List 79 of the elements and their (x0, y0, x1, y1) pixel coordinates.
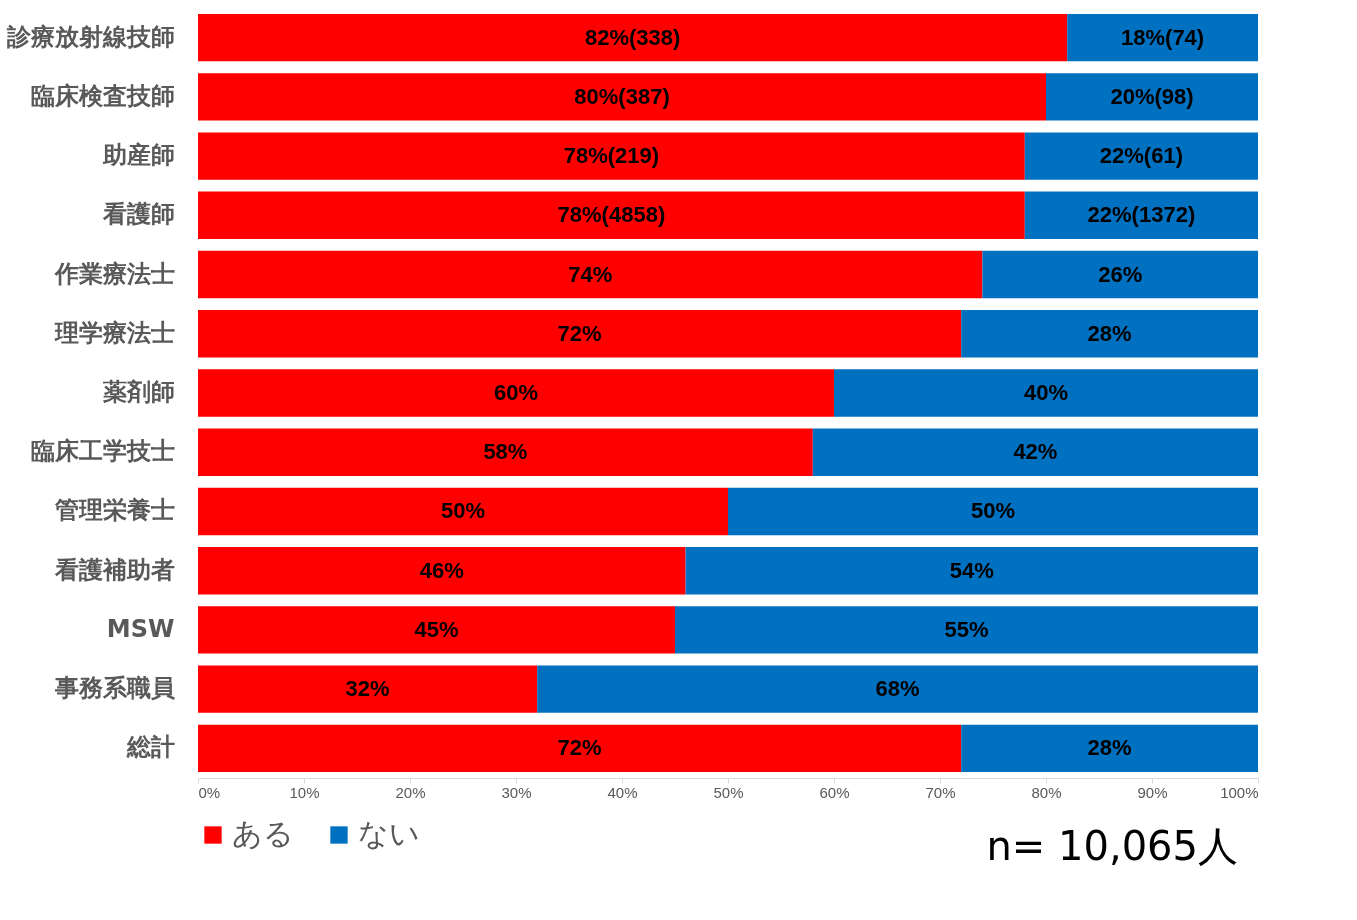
x-tick-label: 20% (395, 783, 426, 801)
y-tick-label: 理学療法士 (53, 318, 175, 347)
y-tick-label: 助産師 (101, 141, 175, 170)
bar (1046, 73, 1258, 121)
bar (198, 250, 983, 299)
data-label: 50% (970, 498, 1016, 524)
y-tick-label: 臨床検査技師 (30, 81, 175, 110)
bar (198, 191, 1025, 239)
bar (812, 428, 1258, 476)
bar (961, 724, 1258, 773)
y-tick-label: 事務系職員 (53, 674, 175, 703)
data-label: 58% (483, 439, 528, 465)
y-tick-label: 管理栄養士 (53, 496, 175, 525)
data-label: 22%(61) (1099, 143, 1183, 169)
bar (198, 73, 1046, 121)
data-label: 55% (944, 616, 989, 642)
bar (961, 310, 1258, 358)
x-tick-label: 40% (607, 783, 638, 801)
bar (198, 547, 686, 595)
y-tick-label: 看護補助者 (53, 555, 175, 584)
bar (1024, 132, 1258, 180)
data-label: 28% (1087, 320, 1132, 346)
x-tick-label: 70% (925, 783, 956, 801)
data-label: 50% (440, 498, 486, 524)
bar (198, 310, 962, 358)
data-label: 54% (949, 557, 994, 583)
data-label: 72% (557, 320, 602, 346)
data-label: 78%(4858) (557, 202, 666, 228)
bar (728, 487, 1258, 536)
x-tick-label: 60% (819, 783, 850, 801)
data-label: 72% (557, 735, 602, 761)
y-tick-label: 診療放射線技師 (5, 22, 175, 51)
x-tick-label: 30% (501, 783, 532, 801)
y-tick-label: 作業療法士 (53, 259, 175, 288)
data-label: 32% (345, 676, 390, 702)
text: n= 10,065人 (986, 823, 1238, 869)
legend-label: ない (358, 816, 420, 851)
y-tick-label: 総計 (125, 733, 175, 762)
bar (834, 369, 1258, 417)
bar (198, 428, 813, 476)
x-tick-label: 90% (1137, 783, 1168, 801)
bar (198, 665, 538, 713)
data-label: 22%(1372) (1087, 202, 1196, 228)
x-tick-label: 50% (713, 783, 744, 801)
bar (1067, 13, 1258, 62)
bar (1024, 191, 1258, 239)
data-label: 74% (568, 261, 613, 287)
y-tick-label: MSW (106, 614, 175, 643)
data-label: 80%(387) (574, 83, 670, 109)
bar (982, 250, 1258, 299)
bar (198, 724, 962, 773)
y-tick-label: 臨床工学技士 (30, 437, 175, 466)
bar (198, 132, 1025, 180)
data-label: 42% (1013, 439, 1058, 465)
bar (685, 547, 1258, 595)
bar (198, 13, 1068, 62)
legend-label: ある (232, 816, 294, 851)
bar (198, 606, 675, 654)
x-tick-label: 0% (198, 783, 221, 801)
data-label: 18%(74) (1121, 24, 1205, 50)
data-label: 20%(98) (1110, 83, 1194, 109)
data-label: 60% (493, 380, 539, 405)
bar (198, 487, 728, 536)
data-label: 82%(338) (584, 24, 681, 50)
data-label: 46% (419, 557, 464, 583)
data-label: 40% (1023, 380, 1069, 405)
data-label: 28% (1087, 735, 1132, 761)
y-tick-label: 薬剤師 (101, 378, 175, 406)
bar (675, 606, 1258, 654)
x-tick-label: 80% (1031, 783, 1062, 801)
x-tick-label: 100% (1220, 783, 1259, 801)
bar (537, 665, 1258, 713)
y-tick-label: 看護師 (101, 200, 175, 229)
data-label: 45% (414, 616, 459, 642)
bar (198, 369, 834, 417)
data-label: 26% (1098, 261, 1143, 287)
data-label: 68% (875, 676, 920, 702)
data-label: 78%(219) (563, 143, 660, 169)
x-tick-label: 10% (289, 783, 320, 801)
